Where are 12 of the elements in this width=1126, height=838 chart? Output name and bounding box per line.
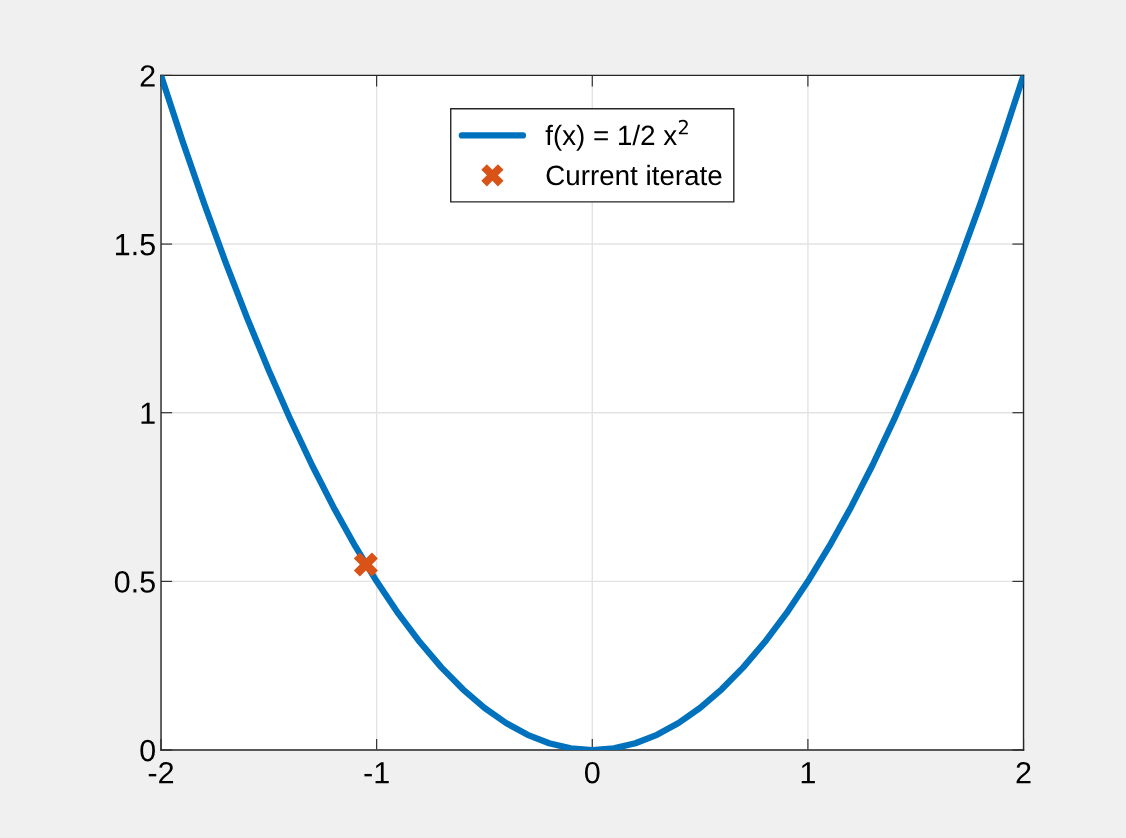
- x-tick-label: 2: [1016, 761, 1031, 784]
- x-tick-label: 0: [584, 761, 600, 784]
- legend-label: Current iterate: [546, 164, 722, 186]
- x-tick-label: -2: [148, 761, 174, 784]
- y-tick-label: 2: [140, 65, 155, 87]
- x-tick-label: -1: [364, 762, 389, 784]
- y-tick-label: 1: [141, 402, 155, 424]
- y-tick-label: 0.5: [114, 571, 155, 593]
- y-tick-label: 0: [140, 739, 155, 762]
- y-tick-label: 1.5: [116, 234, 155, 256]
- legend-label: f(x) = 1/2 x$^{2}$: [545, 119, 688, 151]
- x-tick-label: 1: [801, 762, 815, 784]
